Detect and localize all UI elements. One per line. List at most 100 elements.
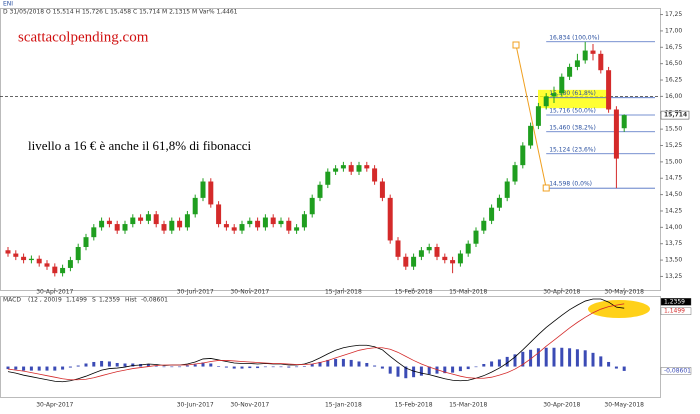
hist-bar	[536, 348, 540, 367]
y-tick-label: 13,75	[665, 240, 682, 247]
candle-body	[184, 214, 190, 228]
candle-body	[138, 217, 144, 221]
candle-body	[512, 165, 518, 182]
candle-body	[114, 224, 120, 231]
macd-value: 1,1499	[66, 297, 87, 304]
candle-body	[301, 214, 307, 228]
candle-body	[348, 165, 354, 172]
hist-bar	[37, 366, 41, 371]
hist-bar	[193, 364, 197, 367]
y-tick-label: 16,50	[665, 60, 682, 67]
hist-bar	[427, 366, 431, 375]
candle-body	[192, 197, 198, 215]
candle-body	[504, 181, 510, 198]
hist-bar	[131, 363, 135, 367]
macd-name: MACD	[3, 297, 21, 304]
hist-bar	[318, 361, 322, 367]
candle-body	[99, 220, 105, 228]
hist-bar	[279, 366, 283, 368]
hist-value: -0,08601	[141, 297, 168, 304]
candle-body	[177, 220, 183, 228]
hist-bar	[458, 366, 462, 372]
x-tick-label: 30-May-2018	[604, 402, 644, 409]
hist-bar	[334, 358, 338, 367]
hist-bar	[552, 347, 556, 367]
hist-bar	[22, 366, 26, 371]
y-tick-label: 17,00	[665, 27, 682, 34]
candle-body	[309, 197, 315, 215]
ohlc-header: D 31/05/2018 O 15,514 H 15,726 L 15,458 …	[3, 9, 238, 16]
y-tick-label: 16,25	[665, 77, 682, 84]
macd-params: (12 , 200)	[28, 297, 58, 304]
symbol: ENI	[3, 1, 13, 8]
candle-body	[286, 220, 292, 231]
hist-label: Hist	[125, 297, 137, 304]
hist-bar	[497, 359, 501, 367]
candle-body	[122, 224, 128, 231]
price-tag: 15,714	[664, 112, 687, 119]
fib-label: 15,716 (50,0%)	[549, 107, 596, 114]
x-tick-label: 30-Nov-2017	[230, 289, 269, 296]
candle-body	[411, 256, 417, 267]
candle-body	[200, 181, 206, 198]
hist-bar	[435, 366, 439, 374]
candle-body	[169, 220, 175, 231]
candle-body	[590, 50, 596, 54]
candle-body	[426, 246, 432, 251]
y-tick-label: 15,25	[665, 142, 682, 149]
fib-handle	[512, 41, 520, 49]
fib-label: 14,598 (0,0%)	[549, 181, 592, 188]
candle-body	[52, 266, 58, 274]
candle-body	[75, 246, 81, 261]
signal-label: S	[92, 297, 96, 304]
hist-bar	[622, 366, 626, 371]
hist-bar	[443, 366, 447, 374]
hist-bar	[240, 366, 244, 369]
candle-body	[5, 250, 11, 254]
hist-bar	[154, 365, 158, 367]
macd-tag-box	[660, 307, 692, 315]
x-tick-label: 30-Apr-2017	[36, 289, 73, 296]
hist-bar	[107, 361, 111, 367]
candle-body	[247, 220, 253, 225]
hist-bar	[419, 366, 423, 376]
macd-legend: MACD (12 , 200) 9 1,1499 S 1,2359 Hist -…	[3, 297, 168, 304]
hist-bar	[162, 366, 166, 368]
hist-bar	[29, 366, 33, 371]
candle-body	[216, 204, 222, 225]
candle-body	[278, 220, 284, 225]
candle-body	[489, 207, 495, 221]
candle-body	[442, 256, 448, 261]
hist-bar	[209, 363, 213, 367]
hist-bar	[45, 366, 49, 371]
x-tick-label: 15-Jan-2018	[325, 289, 362, 296]
candle-body	[317, 184, 323, 198]
candle-body	[387, 197, 393, 241]
macd-line	[7, 298, 625, 383]
hist-bar	[92, 361, 96, 367]
hist-bar	[6, 366, 10, 370]
hist-bar	[490, 361, 494, 367]
hist-bar	[365, 362, 369, 367]
hist-bar	[84, 363, 88, 367]
candle-body	[481, 220, 487, 231]
x-tick-label: 30-Apr-2018	[543, 289, 580, 296]
macd-period: 9	[58, 297, 62, 304]
candle-body	[473, 230, 479, 244]
hist-bar	[388, 366, 392, 374]
candle-body	[457, 253, 463, 264]
hist-bar	[451, 366, 455, 373]
x-tick-label: 15-Mar-2018	[449, 402, 487, 409]
hist-bar	[466, 366, 470, 370]
x-tick-label: 15-Feb-2018	[395, 402, 433, 409]
hist-bar	[380, 366, 384, 369]
candle-body	[106, 220, 112, 225]
macd-tag: 1,2359	[664, 298, 685, 305]
macd-highlight	[588, 300, 650, 318]
x-tick-label: 30-Jun-2017	[177, 402, 214, 409]
candle-body	[434, 246, 440, 257]
candle-body	[543, 96, 549, 107]
macd-line	[7, 303, 625, 381]
candle-body	[13, 253, 19, 257]
candle-body	[559, 76, 565, 94]
